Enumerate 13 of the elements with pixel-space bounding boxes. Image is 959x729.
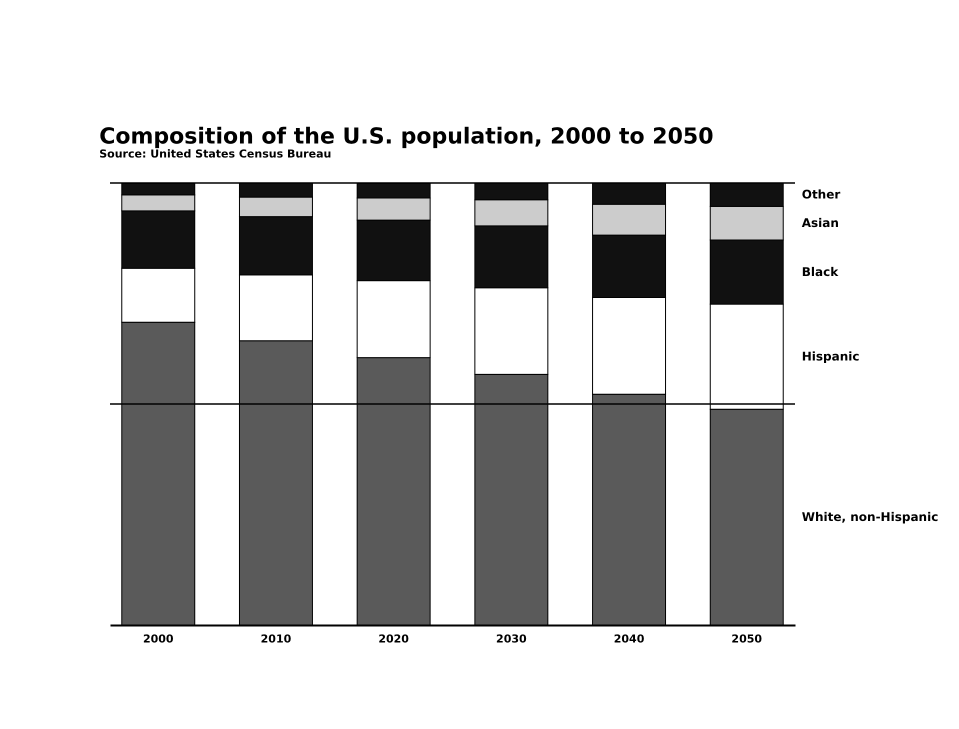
series-label: Black [802,265,840,280]
series-label: Other [802,188,840,202]
x-tick-label: 2030 [496,632,527,646]
x-tick-label: 2010 [260,632,292,646]
series-label: Asian [802,216,839,230]
chart-subtitle: Source: United States Census Bureau [99,147,332,160]
x-tick-label: 2050 [731,632,762,646]
x-tick-label: 2040 [614,632,645,646]
x-tick-label: 2000 [142,632,174,646]
series-label: White, non-Hispanic [802,510,938,524]
chart-title: Composition of the U.S. population, 2000 to 2050 [99,124,714,150]
series-label: Hispanic [802,350,860,364]
x-tick-label: 2020 [378,632,410,646]
